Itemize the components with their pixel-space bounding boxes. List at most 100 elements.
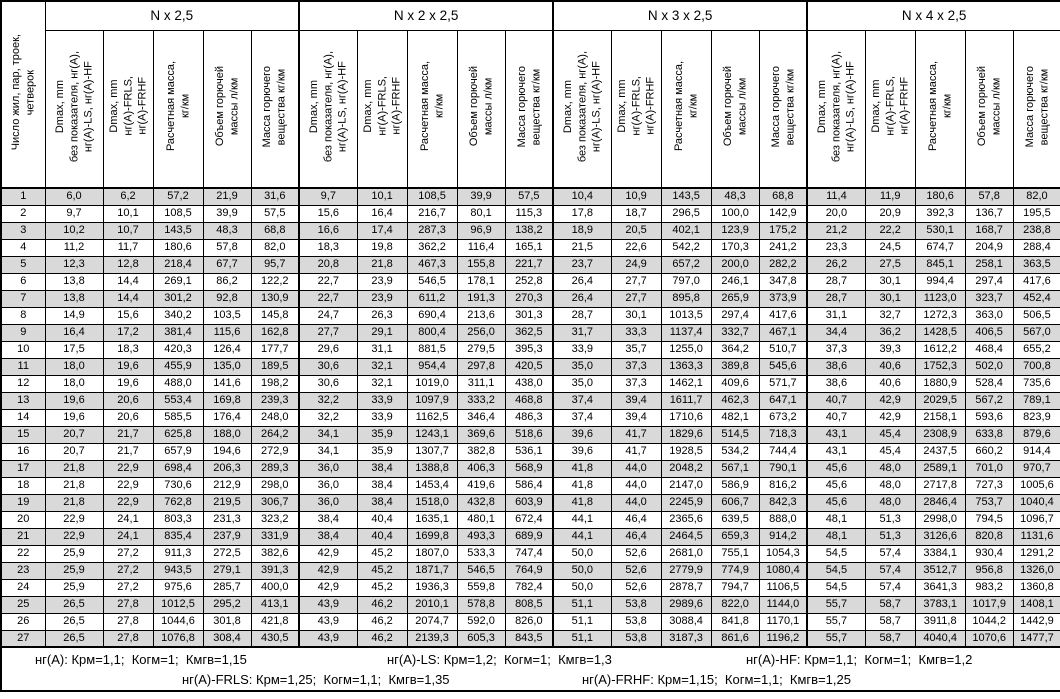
cell: 18,3 [102, 340, 154, 359]
row-number: 9 [0, 323, 46, 342]
cell: 44,1 [552, 527, 612, 546]
cell: 753,7 [964, 493, 1014, 512]
cell: 340,2 [152, 306, 204, 325]
table-row: 8 14,9 15,6 340,2 103,5 145,8 24,7 26,3 690,4 213… [0, 306, 1060, 325]
cell: 44,0 [610, 459, 662, 478]
cell: 297,8 [456, 357, 506, 376]
table-row: 11 18,0 19,6 455,9 135,0 189,5 30,6 32,1 954,4 29… [0, 357, 1060, 376]
cell: 34,1 [298, 425, 358, 444]
cell: 6,2 [102, 187, 154, 206]
cell: 51,1 [552, 612, 612, 631]
cell: 603,9 [504, 493, 554, 512]
cell: 362,5 [504, 323, 554, 342]
cell: 41,8 [552, 476, 612, 495]
row-number: 4 [0, 238, 46, 257]
cell: 657,2 [660, 255, 712, 274]
cell: 123,9 [710, 221, 760, 240]
cell: 26,4 [552, 289, 612, 308]
cell: 38,4 [298, 510, 358, 529]
cell: 180,6 [914, 187, 966, 206]
cell: 1871,7 [406, 561, 458, 580]
cell: 530,1 [914, 221, 966, 240]
cell: 52,6 [610, 578, 662, 597]
table-row: 14 19,6 20,6 585,5 176,4 248,0 32,2 33,9 1162,5 3… [0, 408, 1060, 427]
cell: 1243,1 [406, 425, 458, 444]
cell: 27,8 [102, 595, 154, 614]
cell: 363,0 [964, 306, 1014, 325]
cell: 1040,4 [1012, 493, 1060, 512]
cell: 2029,5 [914, 391, 966, 410]
table-row: 7 13,8 14,4 301,2 92,8 130,9 22,7 23,9 611,2 191,… [0, 289, 1060, 308]
cell: 930,4 [964, 544, 1014, 563]
cell: 43,9 [298, 629, 358, 648]
footnote-ng-a: нг(A): Крм=1,1; Когм=1; Кмгв=1,15 [35, 652, 247, 667]
table-row: 4 11,2 11,7 180,6 57,8 82,0 18,3 19,8 362,2 116,4… [0, 238, 1060, 257]
cell: 1518,0 [406, 493, 458, 512]
row-number: 19 [0, 493, 46, 512]
cell: 282,2 [758, 255, 808, 274]
cell: 2717,8 [914, 476, 966, 495]
cell: 794,5 [964, 510, 1014, 529]
cell: 843,5 [504, 629, 554, 648]
cell: 774,9 [710, 561, 760, 580]
cell: 21,2 [806, 221, 866, 240]
cell: 288,4 [1012, 238, 1060, 257]
cell: 82,0 [1012, 187, 1060, 206]
row-number: 24 [0, 578, 46, 597]
cell: 698,4 [152, 459, 204, 478]
cell: 1611,7 [660, 391, 712, 410]
cell: 265,9 [710, 289, 760, 308]
cell: 323,2 [250, 510, 300, 529]
cell: 26,4 [552, 272, 612, 291]
row-number: 26 [0, 612, 46, 631]
cell: 36,2 [864, 323, 916, 342]
cell: 32,2 [298, 408, 358, 427]
cell: 402,1 [660, 221, 712, 240]
cell: 28,7 [806, 289, 866, 308]
cell: 718,3 [758, 425, 808, 444]
table-row: 22 25,9 27,2 911,3 272,5 382,6 42,9 45,2 1807,0 5… [0, 544, 1060, 563]
cell: 488,0 [152, 374, 204, 393]
cell: 363,5 [1012, 255, 1060, 274]
cell: 32,2 [298, 391, 358, 410]
cell: 306,7 [250, 493, 300, 512]
cell: 701,0 [964, 459, 1014, 478]
cell: 633,8 [964, 425, 1014, 444]
cell: 213,6 [456, 306, 506, 325]
cell: 29,6 [298, 340, 358, 359]
group-title-nx25: N x 2,5 [44, 0, 300, 31]
cell: 143,5 [660, 187, 712, 206]
cell: 1936,3 [406, 578, 458, 597]
cell: 747,4 [504, 544, 554, 563]
cell: 53,8 [610, 595, 662, 614]
cell: 44,0 [610, 493, 662, 512]
row-number: 22 [0, 544, 46, 563]
cell: 22,7 [298, 272, 358, 291]
cell: 1408,1 [1012, 595, 1060, 614]
row-number: 21 [0, 527, 46, 546]
column-header-dmax-base: Dmax, mm без показателя, нг(A), нг(A)-LS… [552, 29, 612, 189]
cell: 1097,9 [406, 391, 458, 410]
column-header-dmax-fr: Dmax, mm нг(A)-FRLS, нг(A)-FRHF [610, 29, 662, 189]
cell: 21,8 [44, 493, 104, 512]
cell: 2878,7 [660, 578, 712, 597]
cell: 808,5 [504, 595, 554, 614]
cell: 409,6 [710, 374, 760, 393]
cell: 362,2 [406, 238, 458, 257]
cell: 48,3 [710, 187, 760, 206]
cell: 308,4 [202, 629, 252, 648]
cell: 430,5 [250, 629, 300, 648]
cell: 130,9 [250, 289, 300, 308]
column-header-combustible-mass: Масса горючего вещества кг/км [758, 29, 808, 189]
cell: 2998,0 [914, 510, 966, 529]
cell: 468,4 [964, 340, 1014, 359]
cell: 42,9 [298, 544, 358, 563]
table-row: 3 10,2 10,7 143,5 48,3 68,8 16,6 17,4 287,3 96,9 1… [0, 221, 1060, 240]
cell: 51,3 [864, 527, 916, 546]
cell: 175,2 [758, 221, 808, 240]
cell: 1013,5 [660, 306, 712, 325]
cell: 438,0 [504, 374, 554, 393]
cell: 1019,0 [406, 374, 458, 393]
cell: 1162,5 [406, 408, 458, 427]
cell: 30,6 [298, 357, 358, 376]
